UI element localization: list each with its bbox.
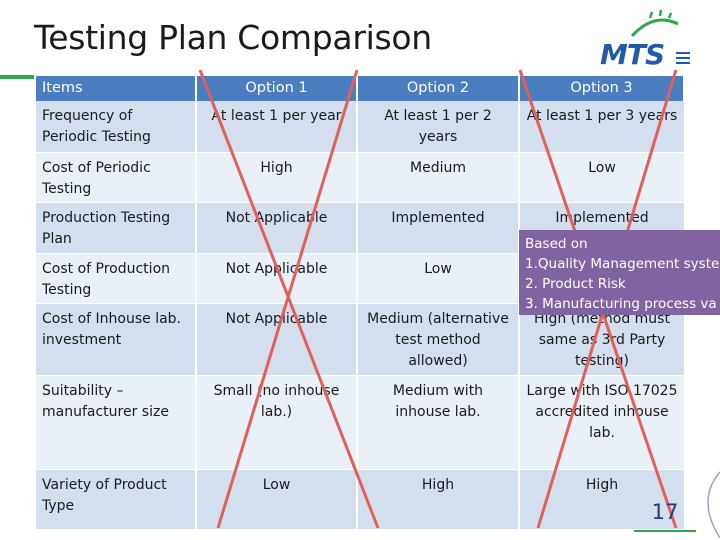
option-3-cell: Large with ISO 17025 accredited inhouse …	[518, 375, 684, 470]
table-row: Cost of Periodic Testing High Medium Low	[36, 152, 684, 203]
header-items: Items	[36, 76, 197, 101]
callout-line: 1.Quality Management system	[525, 256, 720, 272]
option-1-cell: High	[195, 152, 357, 203]
option-3-cell: At least 1 per 3 years	[518, 101, 684, 153]
option-1-cell: Not Applicable	[195, 253, 357, 304]
row-label: Cost of Production Testing	[36, 253, 196, 304]
option-1-cell: Not Applicable	[195, 303, 357, 376]
table-row: Variety of Product Type Low High High	[36, 469, 684, 530]
callout-line: Based on	[525, 236, 588, 252]
table-row: Frequency of Periodic Testing At least 1…	[36, 101, 684, 153]
row-label: Variety of Product Type	[36, 469, 196, 530]
logo-arc-icon	[630, 10, 679, 38]
option-1-cell: Small (no inhouse lab.)	[195, 375, 357, 470]
option-2-cell: At least 1 per 2 years	[356, 101, 519, 153]
callout-line: 3. Manufacturing process va	[525, 296, 717, 312]
option-2-cell: Medium (alternative test method allowed)	[356, 303, 519, 376]
row-label: Frequency of Periodic Testing	[36, 101, 196, 153]
table-header-row: Items Option 1 Option 2 Option 3	[36, 76, 685, 101]
title-accent-rule	[0, 75, 34, 79]
header-option-2: Option 2	[357, 76, 520, 101]
option-2-cell: Implemented	[356, 202, 519, 254]
logo-text: MTS	[600, 38, 665, 71]
corner-decoration-icon	[707, 471, 720, 539]
page-number-rule	[634, 530, 696, 532]
row-label: Cost of Inhouse lab. investment	[36, 303, 196, 376]
option-2-cell: High	[356, 469, 519, 530]
page-number: 17	[651, 500, 679, 524]
callout-line: 2. Product Risk	[525, 276, 626, 292]
mts-logo: MTS	[594, 10, 704, 74]
option-2-cell: Low	[356, 253, 519, 304]
option-2-cell: Medium with inhouse lab.	[356, 375, 519, 470]
option-2-cell: Medium	[356, 152, 519, 203]
header-option-3: Option 3	[519, 76, 685, 101]
criteria-callout: Based on 1.Quality Management system 2. …	[519, 230, 720, 315]
option-1-cell: Not Applicable	[195, 202, 357, 254]
row-label: Suitability – manufacturer size	[36, 375, 196, 470]
option-1-cell: At least 1 per year	[195, 101, 357, 153]
slide-title: Testing Plan Comparison	[34, 18, 432, 57]
header-option-1: Option 1	[196, 76, 358, 101]
row-label: Cost of Periodic Testing	[36, 152, 196, 203]
logo-lines-icon	[676, 52, 690, 68]
row-label: Production Testing Plan	[36, 202, 196, 254]
option-1-cell: Low	[195, 469, 357, 530]
option-3-cell: Low	[518, 152, 684, 203]
table-row: Suitability – manufacturer size Small (n…	[36, 375, 684, 470]
